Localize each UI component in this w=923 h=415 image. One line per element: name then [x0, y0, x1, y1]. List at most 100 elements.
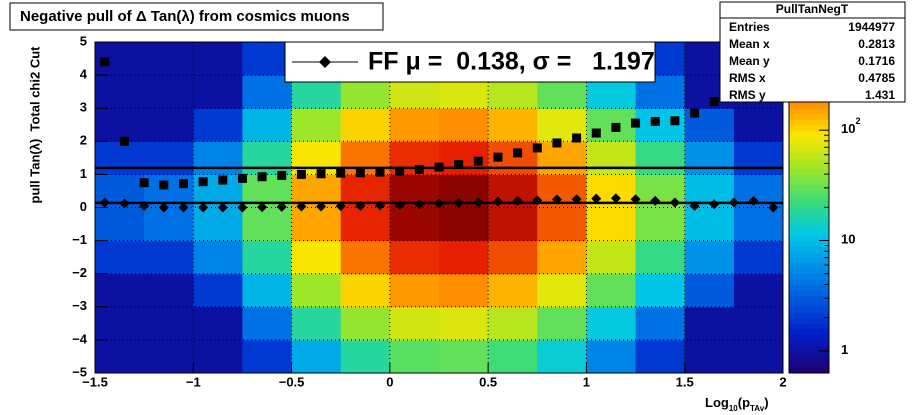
x-tick-label: 1 [583, 374, 590, 389]
colorbar-step [789, 345, 829, 352]
heatmap-cell [488, 240, 538, 275]
diamond-marker [237, 202, 248, 213]
square-marker [375, 167, 385, 177]
square-marker [395, 166, 405, 176]
x-tick-label: 0 [386, 374, 393, 389]
heatmap-cell [586, 273, 637, 308]
colorbar-step [789, 152, 829, 159]
x-tick-label: −1 [186, 374, 201, 389]
x-tick-label: 2 [779, 374, 786, 389]
y-tick-label: 0 [80, 199, 87, 214]
colorbar-step [789, 130, 829, 137]
stats-label: Mean y [729, 54, 770, 68]
heatmap-cell [684, 207, 735, 242]
colorbar-step [789, 268, 829, 275]
diamond-marker [650, 195, 661, 206]
colorbar-step [789, 312, 829, 319]
colorbar-step [789, 124, 829, 131]
heatmap-cell [95, 207, 145, 242]
heatmap-cell [144, 306, 194, 341]
diamond-marker [316, 201, 327, 212]
colorbar-step [789, 218, 829, 225]
heatmap-cell [291, 240, 342, 275]
diamond-marker [610, 193, 621, 204]
square-marker [650, 116, 660, 126]
heatmap-cell [488, 306, 538, 341]
square-marker [690, 108, 700, 118]
y-tick-label: −5 [72, 364, 87, 379]
diamond-marker [728, 197, 739, 208]
heatmap-cell [193, 207, 243, 242]
heatmap-cell [193, 108, 243, 142]
heatmap-cell [242, 141, 293, 175]
colorbar-step [789, 295, 829, 302]
y-tick-label: 5 [80, 33, 87, 48]
heatmap-cell [586, 306, 637, 341]
diamond-marker [257, 202, 268, 213]
diamond-marker [669, 197, 680, 208]
square-marker [473, 156, 483, 166]
square-marker [414, 164, 424, 174]
heatmap-cell [439, 108, 489, 142]
colorbar-step [789, 273, 829, 280]
heatmap-cell [586, 141, 637, 175]
heatmap-cell [488, 339, 538, 374]
diamond-marker [768, 202, 779, 213]
heatmap-cell [439, 273, 489, 308]
legend-label: FF μ = 0.138, σ = 1.197 [368, 48, 655, 76]
colorbar-step [789, 168, 829, 175]
stats-box: PullTanNegT Entries 1944977 Mean x 0.2813 Me… [719, 1, 906, 103]
heatmap-cell [439, 207, 489, 242]
y-tick-label: 4 [80, 67, 88, 82]
colorbar-step [789, 246, 829, 253]
square-marker [572, 133, 582, 143]
heatmap-cell [95, 306, 145, 341]
heatmap-cell [488, 207, 538, 242]
heatmap-cell [144, 240, 194, 275]
heatmap-cell [242, 75, 293, 109]
heatmap-cell [95, 75, 145, 109]
square-marker [434, 162, 444, 172]
colorbar-step [789, 284, 829, 291]
y-axis-label: pull Tan(λ) Total chi2 Cut [27, 46, 42, 204]
heatmap-cell [340, 207, 391, 242]
heatmap-cell [439, 339, 489, 374]
y-tick-label: −2 [72, 265, 87, 280]
heatmap-cell [684, 339, 735, 374]
x-label-part: TAv [750, 404, 765, 413]
z-tick-label: 102 [841, 117, 860, 137]
heatmap-cell [635, 273, 686, 308]
heatmap-cell [144, 339, 194, 374]
stats-value: 0.2813 [858, 37, 895, 51]
square-marker [316, 169, 326, 179]
z-tick-base: 10 [841, 122, 855, 137]
square-marker [552, 138, 562, 148]
heatmap-cell [586, 207, 637, 242]
colorbar-step [789, 224, 829, 231]
colorbar-step [789, 135, 829, 142]
square-marker [159, 180, 169, 190]
colorbar-step [789, 163, 829, 170]
diamond-marker [276, 201, 287, 212]
colorbar-step [789, 240, 829, 247]
y-tick-label: −4 [72, 331, 88, 346]
x-label-part: 10 [729, 404, 738, 413]
y-tick-label: 2 [80, 133, 87, 148]
heatmap-cell [340, 339, 391, 374]
heatmap-cell [389, 306, 440, 341]
heatmap-cell [635, 141, 686, 175]
heatmap-cell [340, 108, 391, 142]
heatmap-cell [684, 306, 735, 341]
heatmap-cell [95, 339, 145, 374]
square-marker [237, 173, 247, 183]
heatmap-cell [733, 207, 784, 242]
diamond-marker [335, 201, 346, 212]
x-label-part: (p [738, 395, 750, 410]
heatmap-cell [340, 306, 391, 341]
heatmap-cell [537, 273, 587, 308]
diamond-marker [355, 200, 366, 211]
square-marker [119, 136, 129, 146]
heatmap-cell [635, 240, 686, 275]
diamond-marker [434, 198, 444, 209]
